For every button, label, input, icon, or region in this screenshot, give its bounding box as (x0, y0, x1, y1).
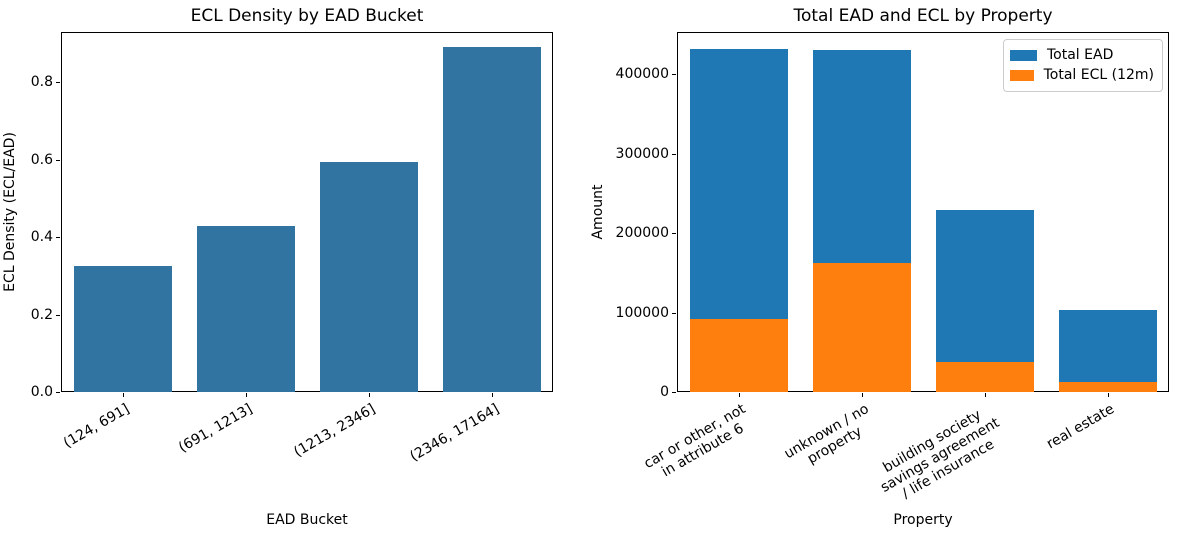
y-tick-mark (56, 392, 60, 393)
y-tick-mark (672, 313, 676, 314)
x-tick-label: (124, 691] (61, 401, 133, 452)
x-tick-mark (492, 393, 493, 397)
bar (936, 210, 1034, 392)
left-chart-y-axis-label: ECL Density (ECL/EAD) (2, 132, 18, 292)
legend-entry-total-ead: Total EAD (1010, 45, 1154, 65)
x-tick-label: real estate (1044, 401, 1118, 453)
x-tick-mark (1108, 393, 1109, 397)
bar (443, 47, 541, 392)
x-tick-label: (691, 1213] (176, 401, 256, 456)
x-tick-label: (2346, 17164] (406, 401, 502, 465)
left-chart-x-axis-label: EAD Bucket (266, 512, 348, 528)
y-tick-label: 0.2 (30, 307, 53, 323)
bar (1059, 382, 1157, 392)
y-tick-mark (56, 82, 60, 83)
y-tick-mark (672, 392, 676, 393)
legend-label-total-ecl: Total ECL (12m) (1043, 67, 1154, 83)
bar (936, 362, 1034, 392)
legend: Total EAD Total ECL (12m) (1003, 39, 1163, 92)
total-ead-swatch (1010, 49, 1037, 61)
y-tick-mark (56, 237, 60, 238)
x-tick-label: car or other, not in attribute 6 (641, 401, 749, 481)
y-tick-label: 400000 (615, 66, 669, 82)
right-chart-y-axis-label: Amount (590, 184, 606, 240)
legend-entry-total-ecl: Total ECL (12m) (1010, 65, 1154, 85)
y-tick-label: 0.6 (30, 152, 53, 168)
bar (74, 266, 172, 392)
y-tick-label: 0.4 (30, 229, 53, 245)
x-tick-label: building society savings agreement / lif… (878, 406, 1003, 502)
left-chart-title: ECL Density by EAD Bucket (190, 6, 424, 26)
y-tick-mark (672, 154, 676, 155)
y-tick-label: 200000 (615, 225, 669, 241)
y-tick-label: 300000 (615, 146, 669, 162)
y-tick-mark (56, 315, 60, 316)
bar (690, 319, 788, 392)
y-tick-label: 100000 (615, 305, 669, 321)
x-tick-mark (246, 393, 247, 397)
right-chart-x-axis-label: Property (893, 512, 953, 528)
bar (197, 226, 295, 392)
bar (813, 263, 911, 392)
legend-label-total-ead: Total EAD (1047, 47, 1114, 63)
bar (1059, 310, 1157, 392)
y-tick-mark (672, 74, 676, 75)
right-chart-title: Total EAD and ECL by Property (793, 6, 1053, 26)
x-tick-label: unknown / no property (781, 401, 872, 468)
x-tick-mark (985, 393, 986, 397)
total-ecl-swatch (1010, 69, 1034, 81)
y-tick-mark (56, 160, 60, 161)
y-tick-label: 0.8 (30, 74, 53, 90)
x-tick-mark (123, 393, 124, 397)
y-tick-label: 0.0 (30, 384, 53, 400)
x-tick-mark (369, 393, 370, 397)
bar (320, 162, 418, 392)
y-tick-label: 0 (660, 384, 669, 400)
y-tick-mark (672, 233, 676, 234)
x-tick-mark (862, 393, 863, 397)
x-tick-label: (1213, 2346] (291, 401, 379, 461)
x-tick-mark (739, 393, 740, 397)
